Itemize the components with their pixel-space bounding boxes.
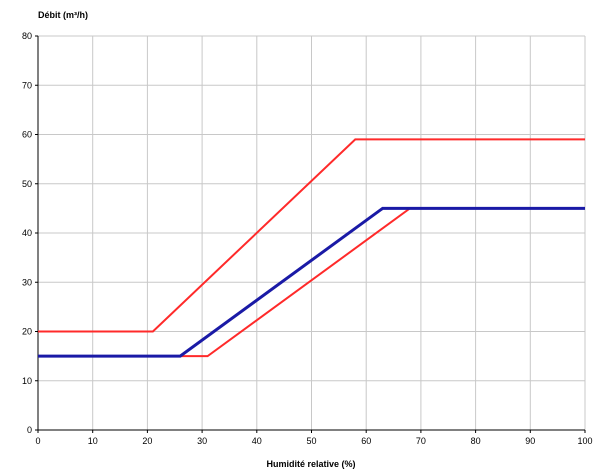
series-line-3 (38, 206, 585, 358)
y-tick-label: 40 (22, 228, 32, 238)
y-tick-label: 50 (22, 179, 32, 189)
x-tick-label: 10 (88, 436, 98, 446)
y-axis-title: Débit (m³/h) (38, 10, 88, 20)
x-tick-labels: 0 10 20 30 40 50 60 70 80 90 100 (35, 430, 593, 446)
series-line-1 (38, 138, 585, 333)
x-tick-label: 90 (525, 436, 535, 446)
x-tick-label: 20 (142, 436, 152, 446)
x-tick-label: 0 (35, 436, 40, 446)
x-tick-label: 40 (252, 436, 262, 446)
y-tick-label: 20 (22, 327, 32, 337)
grid (37, 35, 586, 431)
x-tick-label: 50 (306, 436, 316, 446)
y-tick-labels: 0 10 20 30 40 50 60 70 80 (22, 31, 38, 435)
x-tick-label: 100 (577, 436, 592, 446)
y-tick-label: 10 (22, 376, 32, 386)
y-tick-label: 70 (22, 80, 32, 90)
y-tick-label: 0 (27, 425, 32, 435)
series (38, 138, 585, 358)
x-tick-label: 70 (416, 436, 426, 446)
x-tick-label: 60 (361, 436, 371, 446)
x-axis-title: Humidité relative (%) (266, 459, 355, 469)
x-tick-label: 30 (197, 436, 207, 446)
y-tick-label: 30 (22, 277, 32, 287)
y-tick-label: 80 (22, 31, 32, 41)
y-tick-label: 60 (22, 130, 32, 140)
x-tick-label: 80 (471, 436, 481, 446)
